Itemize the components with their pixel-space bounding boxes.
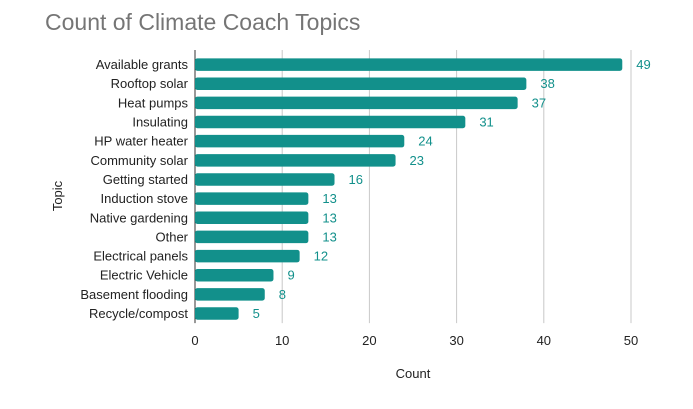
- category-label: Community solar: [90, 153, 188, 168]
- category-label: Electrical panels: [93, 249, 188, 264]
- category-label: Available grants: [96, 57, 189, 72]
- x-tick-label: 30: [449, 333, 463, 348]
- bar: [195, 96, 518, 110]
- data-label: 13: [322, 229, 336, 244]
- bar: [195, 173, 335, 186]
- x-tick-label: 40: [537, 333, 551, 348]
- bar: [195, 268, 274, 282]
- category-label: Insulating: [132, 115, 188, 130]
- data-label: 8: [279, 287, 286, 302]
- data-labels: 49 38 37 31 24 23 16 13 13 13 12 98 5: [253, 57, 651, 321]
- category-label: HP water heater: [94, 134, 188, 149]
- data-label: 37: [532, 95, 546, 110]
- category-label: Induction stove: [101, 191, 188, 206]
- data-label: 13: [322, 210, 336, 225]
- category-label: Recycle/compost: [89, 306, 188, 321]
- data-label: 38: [540, 76, 554, 91]
- bar: [195, 154, 396, 167]
- category-label: Basement flooding: [80, 287, 188, 302]
- bar: [195, 211, 309, 225]
- x-axis-title: Count: [396, 366, 431, 381]
- x-tick-label: 10: [275, 333, 289, 348]
- bar: [195, 58, 623, 71]
- bar: [195, 249, 300, 263]
- x-tick-label: 20: [362, 333, 376, 348]
- bars: [195, 58, 623, 320]
- gridlines: [194, 50, 632, 324]
- category-label: Getting started: [103, 172, 188, 187]
- category-label: Heat pumps: [118, 95, 189, 110]
- bar: [195, 134, 405, 148]
- y-axis-title: Topic: [50, 180, 65, 211]
- x-tick-labels: 0 10 20 30 40 50: [191, 333, 638, 348]
- data-label: 13: [322, 191, 336, 206]
- data-label: 5: [253, 306, 260, 321]
- data-label: 49: [636, 57, 650, 72]
- data-label: 24: [418, 134, 432, 149]
- x-tick-label: 0: [191, 333, 198, 348]
- category-label: Electric Vehicle: [100, 268, 188, 283]
- chart-title: Count of Climate Coach Topics: [45, 9, 361, 35]
- bar: [195, 307, 239, 320]
- bar: [195, 230, 309, 244]
- category-label: Rooftop solar: [111, 76, 189, 91]
- category-label: Native gardening: [90, 210, 188, 225]
- data-label: 31: [479, 115, 493, 130]
- bar: [195, 77, 527, 90]
- category-labels: Available grants Rooftop solar Heat pumps I…: [80, 57, 188, 321]
- bar: [195, 115, 466, 129]
- category-label: Other: [155, 229, 188, 244]
- x-tick-label: 50: [624, 333, 638, 348]
- data-label: 9: [287, 268, 294, 283]
- bar: [195, 288, 265, 301]
- bar: [195, 192, 309, 205]
- data-label: 12: [314, 249, 328, 264]
- data-label: 23: [410, 153, 424, 168]
- data-label: 16: [349, 172, 363, 187]
